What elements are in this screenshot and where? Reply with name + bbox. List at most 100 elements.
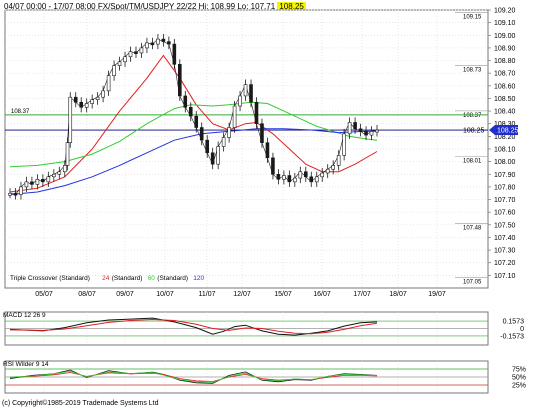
candle-body [41, 179, 45, 183]
x-tick-label: 05/07 [35, 291, 53, 298]
candle-body [194, 115, 199, 128]
candle-body [353, 122, 357, 130]
candle-body [205, 139, 209, 154]
candle-body [271, 157, 275, 175]
candle-body [95, 96, 100, 101]
y-tick-label: 108.80 [494, 58, 516, 65]
macd-tick-label: 0.1573 [503, 319, 525, 326]
candle-body [57, 171, 62, 175]
x-tick-label: 17/07 [353, 291, 371, 298]
candle-body [369, 131, 374, 136]
level-label: 108.37 [463, 113, 482, 119]
candle-body [178, 64, 182, 97]
y-tick-label: 108.30 [494, 121, 516, 128]
candle-body [106, 75, 111, 92]
y-tick-label: 107.80 [494, 184, 516, 191]
candle-body [101, 90, 105, 98]
candle-body [139, 47, 144, 54]
candle-body [79, 101, 84, 108]
y-tick-label: 108.50 [494, 96, 516, 103]
candle-body [112, 65, 116, 77]
candle-body [232, 105, 237, 128]
rsi-tick-label: 25% [512, 383, 526, 390]
y-tick-label: 107.60 [494, 210, 516, 217]
candle-body [199, 127, 204, 141]
candle-body [227, 127, 231, 138]
x-tick-label: 11/07 [199, 291, 216, 298]
candle-body [298, 171, 303, 179]
rsi-title: RSI Wilder 9 14 [3, 361, 49, 368]
candle-body [293, 177, 297, 183]
legend-item: 120 [193, 275, 204, 282]
candle-body [210, 152, 215, 165]
y-tick-label: 108.90 [494, 45, 516, 52]
x-tick-label: 12/07 [233, 291, 251, 298]
candle-body [65, 142, 70, 166]
y-tick-label: 109.00 [494, 33, 516, 40]
candle-body [375, 129, 379, 133]
rsi-tick-label: 75% [512, 367, 526, 374]
candle-body [325, 168, 330, 174]
candle-body [8, 192, 12, 196]
candle-body [19, 186, 23, 195]
y-tick-label: 108.20 [494, 134, 516, 141]
x-tick-label: 19/07 [428, 291, 446, 298]
candle-body [358, 128, 363, 132]
legend-item: 24 [102, 275, 110, 282]
candle-body [128, 51, 133, 58]
candle-body [35, 179, 40, 185]
candle-body [303, 171, 308, 178]
legend-item: Triple Crossover (Standard) [10, 275, 90, 282]
candle-body [249, 84, 253, 103]
y-tick-label: 107.90 [494, 172, 516, 179]
candle-body [347, 122, 352, 135]
x-tick-label: 18/07 [389, 291, 407, 298]
candle-body [320, 172, 325, 178]
candle-body [90, 99, 94, 104]
macd-line-MACD [9, 317, 378, 336]
macd-title: MACD 12 26 9 [3, 312, 46, 319]
candle-body [309, 176, 314, 183]
candle-body [84, 103, 89, 108]
x-tick-label: 08/07 [78, 291, 96, 298]
candle-body [73, 96, 78, 103]
x-tick-label: 10/07 [156, 291, 174, 298]
chart-header: 04/07 00:00 - 17/07 08:00 FX/Spot/TM/USD… [4, 1, 306, 13]
y-tick-label: 108.70 [494, 71, 516, 78]
candle-body [336, 155, 341, 166]
header-info: 04/07 00:00 - 17/07 08:00 FX/Spot/TM/USD… [4, 2, 276, 11]
y-tick-label: 107.40 [494, 235, 516, 242]
candle-body [117, 61, 122, 66]
candle-body [238, 95, 242, 107]
y-tick-label: 108.00 [494, 159, 516, 166]
macd-line-Signal [9, 318, 378, 335]
header-last-value: 108.25 [277, 2, 306, 11]
candle-body [30, 181, 34, 185]
candle-body [145, 42, 149, 49]
x-tick-label: 16/07 [313, 291, 331, 298]
candle-body [68, 96, 73, 143]
ma-line-24 [9, 54, 378, 193]
y-tick-label: 108.10 [494, 147, 516, 154]
current-price-tag [489, 125, 518, 136]
copyright: (c) Copyright©1985-2019 Trademade System… [2, 400, 159, 407]
candle-body [260, 123, 264, 143]
candle-body [46, 176, 51, 183]
candle-body [183, 95, 188, 108]
macd-tick-label: 0 [520, 326, 524, 333]
candle-body [134, 51, 138, 55]
y-tick-label: 108.60 [494, 83, 516, 90]
candle-body [276, 173, 281, 180]
legend-item: (Standard) [157, 275, 188, 282]
y-tick-label: 107.30 [494, 248, 516, 255]
candle-body [216, 146, 220, 165]
candle-body [287, 175, 292, 183]
ma-line-60 [9, 101, 378, 168]
candle-body [24, 181, 29, 188]
rsi-tick-label: 50% [512, 375, 526, 382]
candle-body [150, 42, 155, 46]
level-label: 108.73 [463, 67, 482, 73]
macd-tick-label: -0.1573 [500, 333, 524, 340]
candle-body [331, 165, 335, 170]
level-label: 108.01 [463, 158, 482, 164]
